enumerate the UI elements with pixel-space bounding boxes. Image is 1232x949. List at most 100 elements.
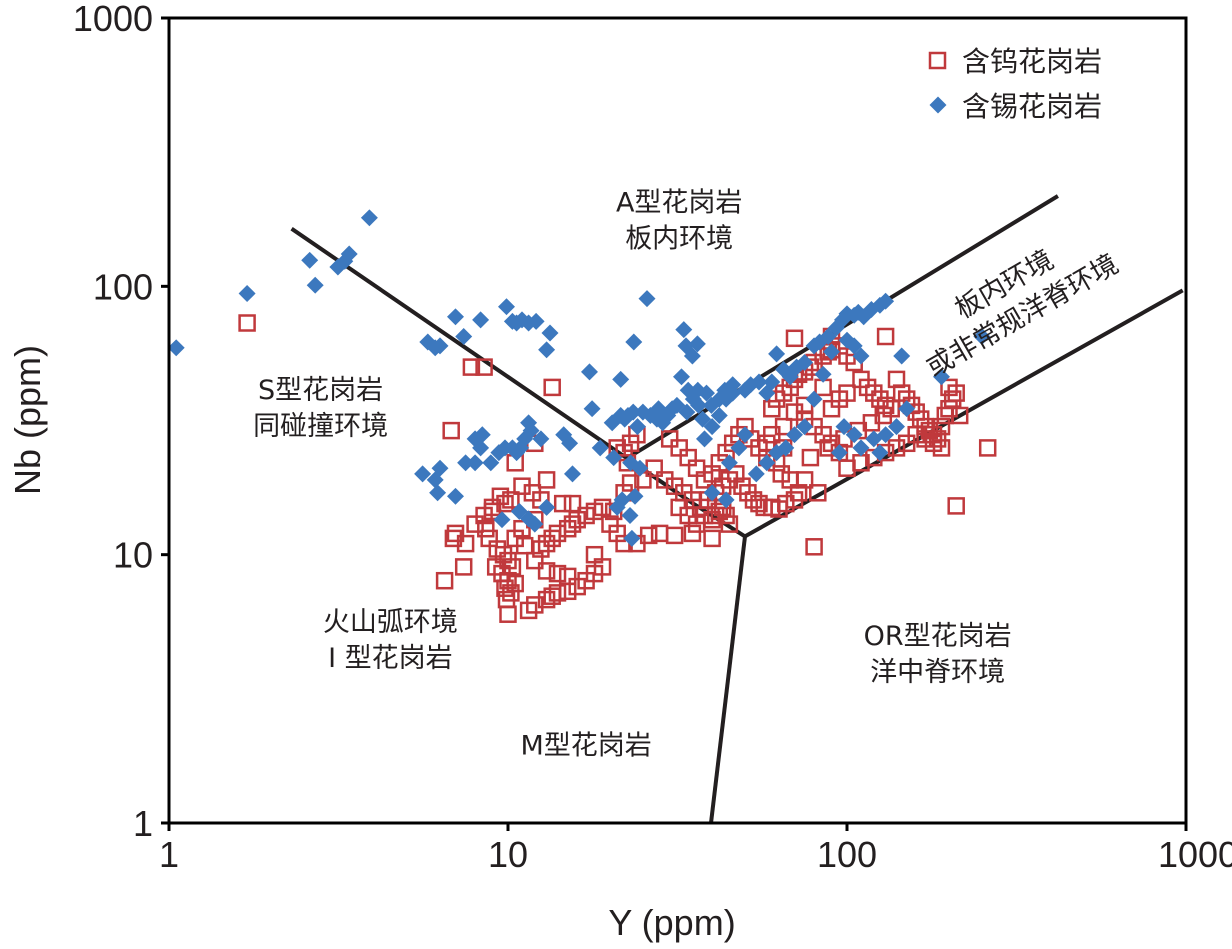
tungsten-granite-point <box>887 370 906 389</box>
tin-granite-point <box>717 491 735 509</box>
tin-granite-point <box>429 484 447 502</box>
tin-granite-point <box>541 324 559 342</box>
tin-granite-point <box>431 459 449 477</box>
tin-granite-point <box>724 376 742 394</box>
tungsten-granite-point <box>887 439 906 457</box>
tin-granite-point <box>625 333 643 351</box>
tungsten-granite-point <box>978 439 997 457</box>
tungsten-granite-point <box>475 358 493 376</box>
region-label-line: 板内环境 <box>625 224 733 255</box>
tin-granite-point <box>830 444 848 462</box>
tungsten-granite-point <box>858 378 877 397</box>
y-tick-label: 1 <box>133 803 153 844</box>
tin-granite-point <box>888 418 905 436</box>
tungsten-granite-point <box>679 448 697 467</box>
tungsten-granite-point <box>703 529 721 548</box>
tungsten-granite-point <box>670 498 688 517</box>
y-tick-label: 10 <box>113 535 153 576</box>
tungsten-granite-point <box>462 358 481 376</box>
tungsten-granite-point <box>772 465 791 483</box>
data-points <box>167 209 997 623</box>
tin-granite-point <box>865 430 883 448</box>
tungsten-granite-point <box>670 439 688 457</box>
tin-granite-point <box>340 245 358 263</box>
tungsten-granite-point <box>928 430 947 448</box>
region-label-line: I 型花岗岩 <box>328 643 453 674</box>
tin-granite-point <box>768 444 786 462</box>
tin-granite-point <box>796 354 814 371</box>
tin-granite-point <box>583 400 601 418</box>
tungsten-granite-point <box>496 579 514 597</box>
orb-boundary <box>744 288 1184 539</box>
tin-granite-point <box>688 335 706 353</box>
tin-granite-point <box>730 439 748 457</box>
tin-granite-point <box>414 465 432 483</box>
tungsten-granite-point <box>456 534 475 553</box>
tungsten-granite-point <box>466 515 484 533</box>
tungsten-granite-point <box>499 605 517 623</box>
x-tick-label: 10 <box>488 834 528 875</box>
tungsten-granite-point <box>444 529 463 548</box>
tin-granite-point <box>703 418 721 436</box>
y-axis-title: Nb (ppm) <box>7 345 48 495</box>
tungsten-granite-point <box>683 524 702 543</box>
tungsten-granite-point <box>526 596 544 614</box>
tin-granite-point <box>564 465 581 483</box>
tin-granite-point <box>678 403 696 421</box>
tin-granite-point <box>612 370 630 388</box>
tin-granite-point <box>696 430 713 448</box>
plot-frame <box>167 16 1188 825</box>
tungsten-granite-point <box>526 551 544 570</box>
region-label: M型花岗岩 <box>520 731 651 762</box>
tin-granite-point <box>796 418 814 436</box>
tin-granite-point <box>933 368 950 386</box>
region-label-line: S型花岗岩 <box>258 375 383 406</box>
tungsten-granite-point <box>665 526 684 545</box>
tungsten-granite-point <box>537 562 556 580</box>
tin-granite-point <box>447 487 464 505</box>
tungsten-granite-point <box>660 430 679 448</box>
legend-label-tin: 含锡花岗岩 <box>962 90 1102 123</box>
tin-granite-point <box>455 328 473 345</box>
tungsten-granite-point <box>801 448 820 467</box>
tin-granite-point <box>238 285 256 302</box>
tungsten-granite-point <box>488 540 507 558</box>
tin-granite-point <box>814 365 832 383</box>
tungsten-granite-point <box>785 329 804 348</box>
tin-granite-point <box>694 410 712 428</box>
tin-granite-point <box>613 491 631 509</box>
y-tick-label: 100 <box>93 266 153 307</box>
tin-granite-point <box>538 498 556 516</box>
tin-granite-point <box>498 298 515 316</box>
tin-granite-point <box>522 422 540 440</box>
tungsten-granite-point <box>947 497 965 515</box>
tungsten-granite-point <box>943 390 962 408</box>
ticks: 1 10 100 1000 1 10 100 1000 <box>73 0 1232 875</box>
tin-granite-point <box>167 339 185 357</box>
tungsten-granite-point <box>876 396 895 415</box>
tin-granite-point <box>698 384 715 402</box>
region-label-line: 火山弧环境 <box>323 607 458 638</box>
tungsten-granite-point <box>940 378 958 397</box>
x-tick-label: 1000 <box>1158 834 1232 875</box>
tin-granite-point <box>871 444 889 462</box>
tin-granite-point <box>750 373 768 391</box>
tin-granite-point <box>763 373 781 391</box>
tin-granite-point <box>473 426 491 444</box>
tin-granite-point <box>758 454 776 472</box>
tin-granite-point <box>683 347 701 365</box>
tungsten-granite-point <box>548 584 567 602</box>
region-label: 火山弧环境 I 型花岗岩 <box>323 607 458 674</box>
tungsten-granite-point <box>477 519 495 538</box>
tin-granite-point <box>838 331 856 349</box>
tungsten-granite-point <box>568 577 586 596</box>
tin-granite-point <box>768 345 786 363</box>
tin-granite-point <box>447 308 464 326</box>
tin-granite-point <box>301 251 319 269</box>
x-tick-label: 1 <box>159 834 179 875</box>
tungsten-granite-point <box>238 314 256 332</box>
tungsten-granite-point <box>548 524 567 543</box>
